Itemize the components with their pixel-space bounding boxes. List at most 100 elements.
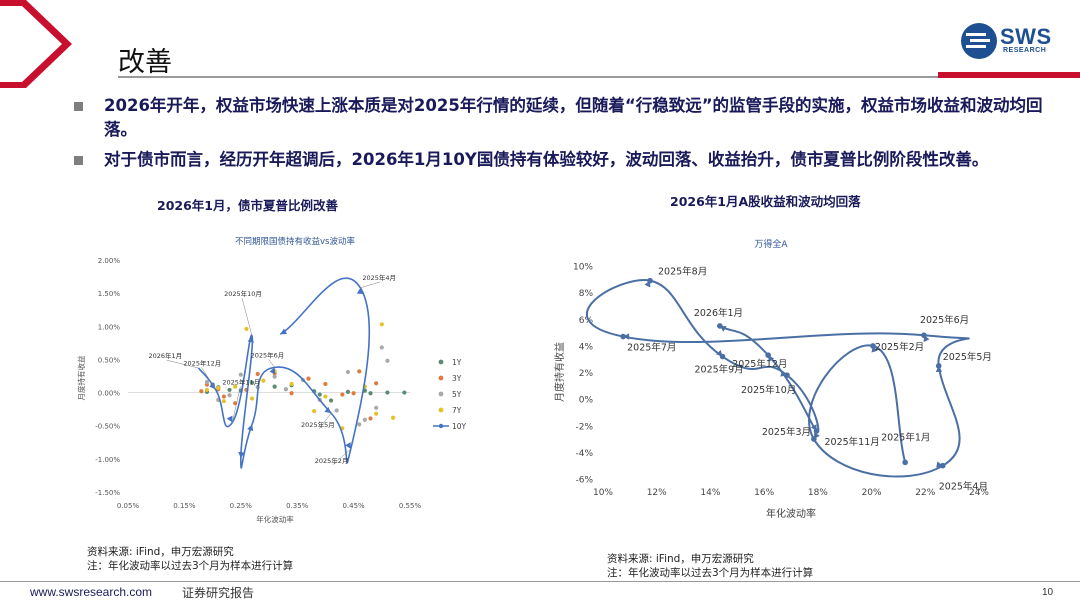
scatter-point-3Y bbox=[221, 394, 226, 399]
scatter-point-7Y bbox=[390, 415, 396, 420]
scatter-point-5Y bbox=[385, 358, 390, 363]
scatter-point-3Y bbox=[351, 391, 356, 396]
point-label: 2025年6月 bbox=[920, 314, 969, 326]
data-point bbox=[620, 333, 626, 340]
series-line-10Y bbox=[197, 277, 371, 469]
scatter-point-3Y bbox=[306, 376, 311, 381]
right-source-note: 资料来源: iFind，申万宏源研究 注：年化波动率以过去3个月为样本进行计算 bbox=[607, 552, 813, 580]
callout-line bbox=[166, 359, 199, 369]
y-tick-label: 1.00% bbox=[98, 323, 121, 331]
x-tick-label: 22% bbox=[915, 488, 935, 498]
data-point bbox=[811, 436, 817, 442]
y-tick-label: 2% bbox=[579, 369, 594, 379]
bullet-item: 2026年开年，权益市场快速上涨本质是对2025年行情的延续，但随着“行稳致远”… bbox=[72, 94, 1052, 142]
scatter-point-7Y bbox=[249, 396, 255, 401]
y-tick-label: -1.00% bbox=[95, 456, 120, 464]
x-tick-label: 18% bbox=[808, 488, 828, 498]
callout-line bbox=[360, 281, 381, 289]
scatter-point-1Y bbox=[272, 384, 277, 389]
point-label: 2025年7月 bbox=[627, 342, 676, 354]
scatter-point-5Y bbox=[345, 369, 351, 375]
point-label: 2025年2月 bbox=[875, 341, 924, 353]
data-point bbox=[784, 372, 790, 378]
x-axis-label: 年化波动率 bbox=[256, 514, 294, 524]
y-tick-label: 1.50% bbox=[98, 290, 121, 298]
scatter-point-7Y bbox=[233, 384, 238, 389]
point-label: 2025年3月 bbox=[762, 426, 811, 438]
y-tick-label: 8% bbox=[579, 289, 594, 299]
scatter-point-7Y bbox=[323, 394, 328, 399]
x-tick-label: 16% bbox=[754, 488, 774, 498]
data-point bbox=[935, 363, 942, 369]
y-tick-label: 0.00% bbox=[98, 390, 121, 398]
x-axis-label: 年化波动率 bbox=[766, 507, 816, 520]
series-arrow-10Y bbox=[280, 328, 288, 335]
x-tick-label: 12% bbox=[647, 488, 667, 498]
y-tick-label: -6% bbox=[575, 476, 593, 486]
data-point bbox=[939, 462, 946, 469]
scatter-point-5Y bbox=[374, 405, 379, 410]
point-label: 2025年5月 bbox=[301, 420, 335, 429]
point-label: 2025年2月 bbox=[315, 456, 349, 465]
x-tick-label: 14% bbox=[700, 488, 720, 498]
data-point bbox=[902, 459, 908, 466]
point-label: 2025年5月 bbox=[943, 351, 992, 363]
series-arrow bbox=[623, 333, 630, 340]
scatter-point-5Y bbox=[272, 374, 277, 379]
point-label: 2026年1月 bbox=[149, 351, 183, 360]
bullet-item: 对于债市而言，经历开年超调后，2026年1月10Y国债持有体验较好，波动回落、收… bbox=[72, 148, 1052, 172]
series-line-wind-a bbox=[585, 279, 970, 478]
scatter-point-1Y bbox=[402, 390, 407, 395]
scatter-point-5Y bbox=[334, 408, 339, 413]
series-arrow bbox=[935, 365, 943, 372]
left-source-note: 资料来源: iFind，申万宏源研究 注：年化波动率以过去3个月为样本进行计算 bbox=[87, 545, 293, 573]
x-tick-label: 10% bbox=[593, 488, 613, 498]
y-tick-label: 10% bbox=[573, 263, 593, 273]
point-label: 2025年11月 bbox=[222, 377, 260, 386]
source-text: 资料来源: iFind，申万宏源研究 bbox=[87, 546, 234, 558]
series-arrow-10Y bbox=[269, 367, 276, 375]
scatter-point-7Y bbox=[204, 387, 210, 393]
data-point bbox=[765, 352, 771, 358]
y-tick-label: 0.50% bbox=[98, 356, 121, 364]
scatter-point-3Y bbox=[255, 371, 260, 377]
callout-line bbox=[241, 298, 253, 337]
y-axis-label: 月度持有收益 bbox=[553, 342, 566, 402]
scatter-point-1Y bbox=[227, 387, 232, 393]
scatter-point-1Y bbox=[368, 391, 373, 396]
scatter-point-1Y bbox=[345, 389, 351, 395]
scatter-point-5Y bbox=[204, 379, 210, 385]
y-tick-label: 0% bbox=[579, 396, 594, 406]
data-point bbox=[647, 277, 653, 284]
bullet-text: 2026年开年，权益市场快速上涨本质是对2025年行情的延续，但随着“行稳致远”… bbox=[104, 96, 1043, 139]
title-divider bbox=[118, 76, 938, 78]
scatter-point-3Y bbox=[323, 381, 328, 387]
scatter-point-5Y bbox=[357, 422, 362, 427]
scatter-point-5Y bbox=[227, 393, 232, 398]
y-tick-label: -0.50% bbox=[95, 423, 120, 431]
legend-label: 10Y bbox=[452, 422, 467, 431]
y-tick-label: -1.50% bbox=[95, 489, 120, 497]
header bbox=[0, 0, 1080, 90]
callout-line bbox=[232, 386, 241, 423]
legend-swatch bbox=[438, 359, 444, 365]
scatter-point-3Y bbox=[368, 416, 373, 421]
scatter-point-5Y bbox=[283, 387, 289, 392]
logo-wordmark: SWS bbox=[1000, 24, 1052, 49]
footer-report-label: 证券研究报告 bbox=[182, 586, 255, 600]
point-label: 2025年10月 bbox=[224, 289, 262, 298]
x-tick-label: 0.05% bbox=[117, 502, 140, 510]
sws-logo-icon bbox=[961, 23, 997, 59]
scatter-point-1Y bbox=[328, 398, 334, 403]
footer-divider bbox=[0, 581, 1080, 582]
scatter-point-3Y bbox=[357, 369, 362, 374]
y-tick-label: 4% bbox=[579, 342, 594, 352]
bullet-square-icon bbox=[74, 156, 83, 165]
legend-label: 3Y bbox=[452, 374, 462, 383]
point-label: 2025年6月 bbox=[251, 350, 285, 359]
bond-scatter-chart: 不同期限国债持有收益vs波动率 2.00% 1.50% 1.00% 0.50% 0.00… bbox=[76, 236, 467, 524]
scatter-point-1Y bbox=[317, 392, 322, 397]
right-chart-heading: 2026年1月A股收益和波动均回落 bbox=[670, 194, 861, 209]
legend-swatch bbox=[438, 391, 444, 397]
footer-website-link[interactable]: www.swsresearch.com bbox=[30, 585, 153, 599]
